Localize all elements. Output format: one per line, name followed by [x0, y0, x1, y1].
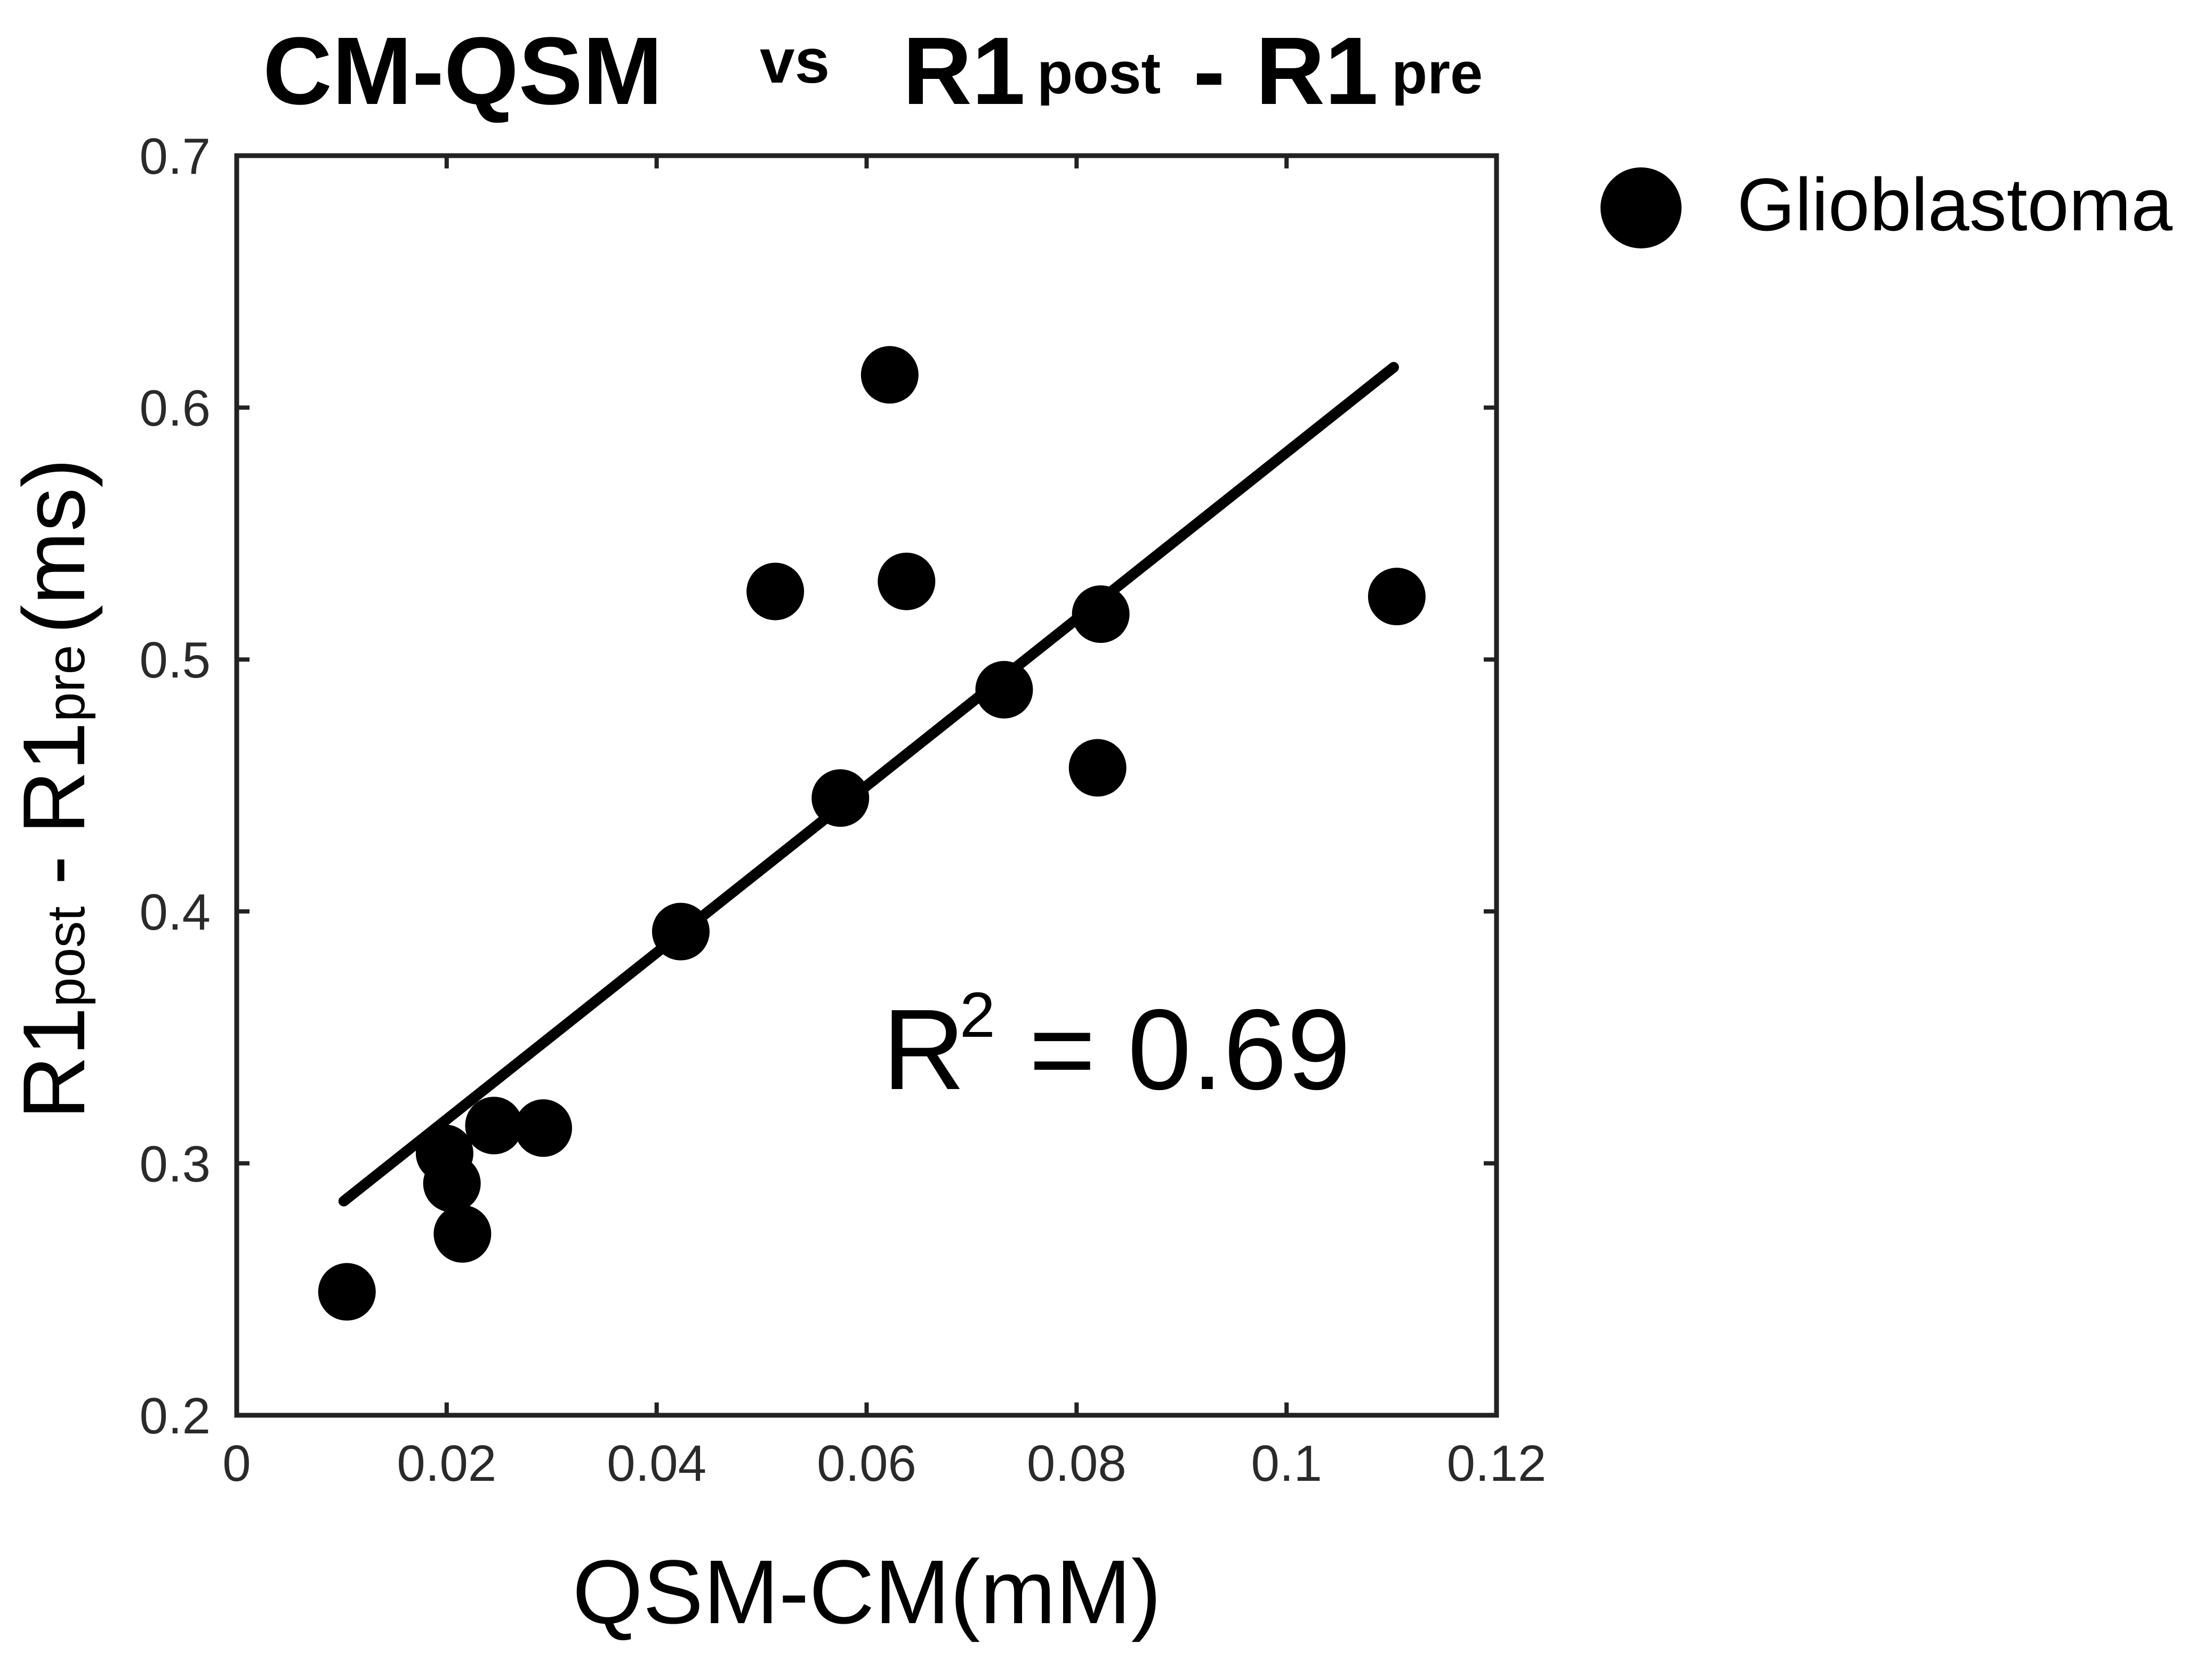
data-point	[811, 769, 870, 827]
r-squared-value: = 0.69	[997, 985, 1350, 1114]
legend-marker	[1600, 167, 1682, 248]
ylabel-dash: -	[5, 856, 103, 885]
data-point	[860, 346, 919, 404]
y-tick-label: 0.6	[140, 380, 211, 437]
x-tick-label: 0.04	[607, 1435, 706, 1492]
y-tick-labels: 0.2 0.3 0.4 0.5 0.6 0.7	[140, 128, 211, 1445]
data-point	[423, 1155, 481, 1213]
x-tick-label: 0.06	[817, 1435, 916, 1492]
data-point	[465, 1096, 523, 1155]
data-point	[318, 1263, 376, 1321]
ylabel-post: post	[36, 906, 96, 1007]
y-tick-label: 0.2	[140, 1388, 211, 1445]
y-tick-label: 0.4	[140, 884, 211, 941]
regression-line	[338, 361, 1399, 1207]
data-points	[318, 346, 1426, 1321]
data-point	[433, 1205, 492, 1263]
x-tick-labels: 0 0.02 0.04 0.06 0.08 0.1 0.12	[222, 1435, 1546, 1492]
data-point	[651, 902, 710, 961]
x-tick-label: 0.12	[1447, 1435, 1547, 1492]
legend-label: Glioblastoma	[1737, 163, 2173, 246]
r-squared-r: R	[882, 985, 965, 1114]
y-axis-label: R1post-R1pre(ms)	[5, 458, 103, 1119]
data-point	[878, 552, 936, 610]
data-point	[514, 1099, 572, 1157]
legend: Glioblastoma	[1600, 163, 2173, 248]
x-tick-label: 0.1	[1251, 1435, 1322, 1492]
y-tick-label: 0.7	[140, 128, 211, 185]
title-part1: CM-QSM	[263, 18, 663, 125]
data-point	[975, 660, 1033, 719]
data-point	[1368, 568, 1426, 626]
axis-ticks	[237, 156, 1497, 1415]
title-vs: vs	[760, 26, 830, 96]
ylabel-r2: R1	[5, 722, 103, 834]
ylabel-r1: R1	[5, 1007, 103, 1119]
data-point	[746, 562, 805, 620]
r-squared-annotation: R 2 = 0.69	[882, 979, 1350, 1114]
x-tick-label: 0	[222, 1435, 251, 1492]
x-axis-label: QSM-CM(mM)	[573, 1542, 1162, 1643]
r-squared-sup: 2	[960, 979, 995, 1051]
x-tick-label: 0.02	[397, 1435, 496, 1492]
data-point	[1068, 739, 1127, 797]
y-tick-label: 0.5	[140, 632, 211, 689]
y-tick-label: 0.3	[140, 1135, 211, 1192]
title-r1: R1	[903, 18, 1025, 125]
x-tick-label: 0.08	[1027, 1435, 1127, 1492]
ylabel-pre: pre	[36, 645, 96, 722]
title-post: post	[1037, 41, 1161, 106]
ylabel-unit: (ms)	[5, 458, 103, 634]
chart-title: CM-QSM vs R1 post - R1 pre	[263, 18, 1483, 125]
title-pre: pre	[1391, 41, 1483, 106]
data-point	[1072, 585, 1130, 643]
title-r2: R1	[1256, 18, 1378, 125]
title-dash: -	[1193, 18, 1225, 125]
